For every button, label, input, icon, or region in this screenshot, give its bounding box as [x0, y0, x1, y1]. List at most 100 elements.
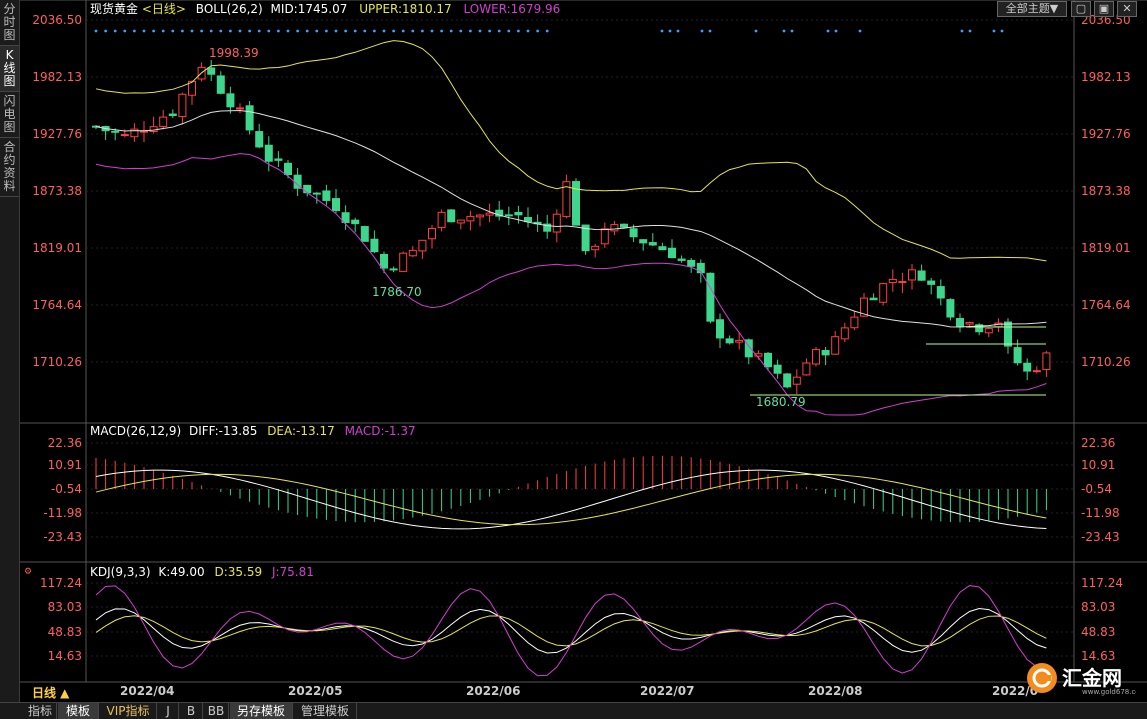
candle	[456, 219, 465, 224]
candle	[821, 350, 830, 356]
candle	[773, 364, 782, 374]
signal-dot	[133, 29, 136, 33]
candle	[159, 116, 168, 127]
instrument-name: 现货黄金	[90, 1, 138, 16]
period-selector[interactable]: 日线 ▲	[32, 685, 70, 700]
candle	[946, 299, 955, 318]
candle	[658, 246, 667, 251]
macd-title: MACD(26,12,9)	[90, 424, 181, 438]
candle	[869, 297, 878, 301]
candle	[975, 324, 984, 333]
x-label: 2022/07	[640, 684, 694, 698]
signal-dot	[488, 29, 491, 33]
signal-dot	[113, 29, 117, 33]
boll-upper: UPPER:1810.17	[359, 2, 451, 16]
candle	[168, 113, 177, 117]
y-label: 22.36	[1081, 436, 1115, 450]
tab-contract-info[interactable]: 合约资料	[0, 138, 19, 197]
header-line: 现货黄金 <日线> BOLL(26,2) MID:1745.07 UPPER:1…	[90, 1, 560, 16]
signal-dot	[200, 29, 204, 33]
y-label: 1710.26	[1081, 355, 1131, 369]
bottom-toolbar: 指标 模板 VIP指标 J B BB 另存模板 管理模板	[0, 702, 1147, 719]
signal-dot	[363, 29, 367, 33]
signal-dot	[277, 29, 280, 33]
save-template-button[interactable]: 另存模板	[230, 703, 293, 719]
signal-dot	[754, 29, 758, 33]
window-icon[interactable]: ▢	[1071, 1, 1091, 17]
candlestick-plot	[92, 29, 1051, 416]
signal-dot	[782, 29, 786, 33]
tab-indicator[interactable]: 指标	[24, 703, 57, 719]
theme-dropdown[interactable]: 全部主题▼	[997, 1, 1067, 17]
kdj-j: J:75.81	[271, 565, 314, 579]
tab-b[interactable]: B	[180, 703, 203, 719]
candle	[917, 270, 926, 281]
kdj-title: KDJ(9,3,3)	[90, 565, 151, 579]
y-label: 10.91	[1081, 458, 1115, 472]
close-icon[interactable]: ✕	[1117, 1, 1137, 17]
gear-icon[interactable]: ⚙	[24, 567, 32, 577]
signal-dot	[209, 29, 213, 33]
candle	[1004, 321, 1012, 347]
tab-j[interactable]: J	[158, 703, 179, 719]
signal-dot	[161, 29, 165, 33]
signal-dot	[248, 29, 252, 33]
signal-dot	[229, 29, 232, 33]
macd-diff: DIFF:-13.85	[189, 424, 257, 438]
y-label: 1927.76	[1081, 127, 1131, 141]
candle	[802, 362, 811, 376]
candle	[284, 162, 292, 176]
x-label: 2022/05	[288, 684, 342, 698]
candle	[485, 212, 494, 216]
y-label: 1819.01	[32, 241, 82, 255]
tab-flash-chart[interactable]: 闪电图	[0, 92, 19, 138]
candle	[543, 223, 552, 232]
period-label: <日线>	[142, 2, 186, 16]
signal-dot	[315, 29, 319, 33]
signal-dot	[517, 29, 520, 33]
maximize-icon[interactable]: ▣	[1094, 1, 1114, 17]
signal-dot	[430, 29, 434, 33]
candle	[312, 192, 321, 195]
signal-dot	[286, 29, 290, 33]
signal-dot	[526, 29, 530, 33]
candle	[696, 262, 705, 274]
macd-y-axis-right: 22.36 10.91 -0.54 -11.98 -23.43	[1081, 436, 1120, 544]
boll-lower-line	[95, 153, 1047, 416]
signal-dot	[507, 29, 511, 33]
y-label: 83.03	[1081, 600, 1115, 614]
y-label: -11.98	[43, 506, 82, 520]
candle	[591, 245, 600, 251]
signal-dot	[858, 29, 862, 33]
signal-dot	[401, 29, 405, 33]
candle	[677, 258, 686, 261]
tab-kline-chart[interactable]: K线图	[0, 46, 19, 92]
candle	[927, 280, 936, 285]
candle	[725, 338, 734, 344]
tab-time-chart[interactable]: 分时图	[0, 0, 19, 46]
candle	[610, 224, 619, 232]
manage-template-button[interactable]: 管理模板	[294, 703, 357, 719]
signal-dot	[296, 29, 299, 33]
y-label: 1710.26	[32, 355, 82, 369]
macd-dea: DEA:-13.17	[267, 424, 335, 438]
signal-dot	[123, 29, 127, 33]
candle	[389, 268, 398, 271]
y-label: 1764.64	[1081, 298, 1131, 312]
candle	[668, 247, 676, 259]
tab-vip-indicator[interactable]: VIP指标	[100, 703, 157, 719]
chart-area[interactable]: 现货黄金 <日线> BOLL(26,2) MID:1745.07 UPPER:1…	[20, 0, 1147, 702]
candle	[898, 281, 907, 284]
signal-dot	[94, 29, 98, 33]
tab-template[interactable]: 模板	[58, 703, 99, 719]
signal-dot	[826, 29, 830, 33]
signal-dot	[700, 29, 704, 33]
candle	[226, 93, 235, 108]
y-label: -23.43	[1081, 530, 1120, 544]
tab-bb[interactable]: BB	[204, 703, 229, 719]
signal-dot	[536, 29, 539, 33]
y-label: 1873.38	[1081, 184, 1131, 198]
y-label: 10.91	[48, 458, 82, 472]
signal-dot	[790, 29, 794, 33]
y-label: 22.36	[48, 436, 82, 450]
